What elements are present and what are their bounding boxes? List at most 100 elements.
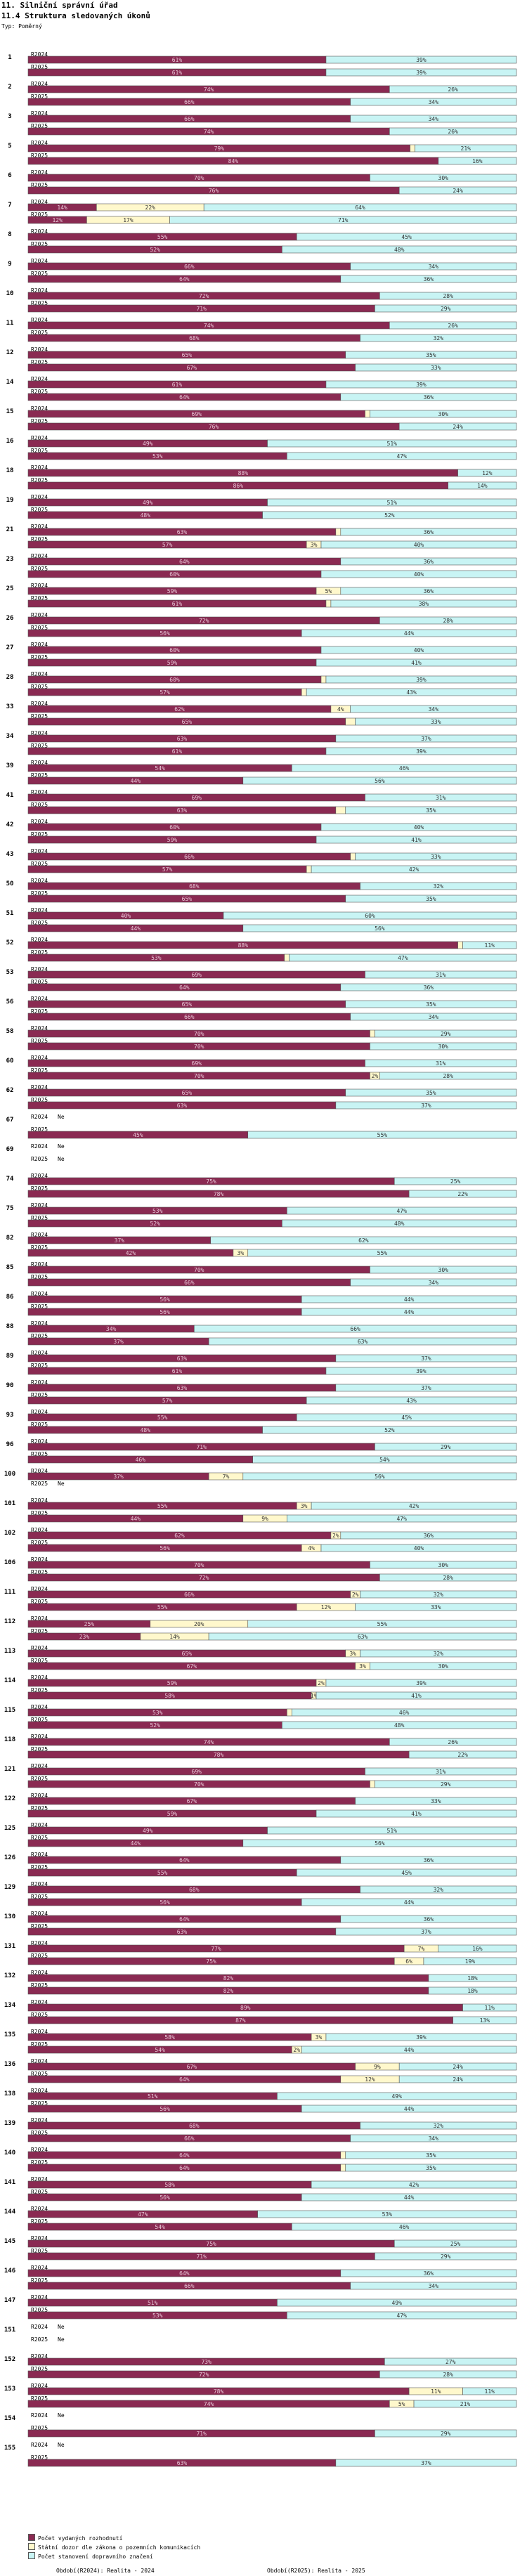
data-label-decisions: 37%	[113, 1474, 124, 1480]
row-period-label: R2024	[31, 110, 48, 117]
data-label-signs: 32%	[434, 1887, 444, 1893]
row-period-label: R2025	[31, 1392, 48, 1398]
data-label-decisions: 64%	[179, 2152, 190, 2159]
bar-segment-signs	[428, 1974, 517, 1982]
data-label-signs: 32%	[434, 1592, 444, 1598]
row-period-label: R2025	[31, 1333, 48, 1339]
legend-item-decisions: Počet vydaných rozhodnutí	[28, 2534, 122, 2542]
data-label-signs: 28%	[443, 293, 453, 299]
data-label-supervision: 3%	[315, 2034, 323, 2041]
data-label-decisions: 57%	[160, 689, 170, 696]
row-period-label: R2024	[31, 937, 48, 943]
bar-segment-signs	[325, 747, 517, 755]
data-label-signs: 28%	[443, 618, 453, 624]
data-label-decisions: 67%	[187, 1663, 197, 1670]
bar-segment-supervision	[370, 1029, 375, 1038]
row-period-label: R2025	[31, 1038, 48, 1044]
bar-segment-signs	[389, 1738, 517, 1746]
legend-label-traffic-signs: Počet stanovení dopravního značení	[38, 2554, 153, 2560]
row-period-label: R2024	[31, 1881, 48, 1887]
data-label-signs: 30%	[438, 175, 449, 181]
row-period-label: R2024	[31, 878, 48, 884]
row-period-label: R2024	[31, 907, 48, 913]
group-id-label: 33	[6, 703, 14, 710]
bar-segment-signs	[296, 233, 517, 241]
bar-segment-signs	[355, 1603, 517, 1611]
data-label-decisions: 65%	[182, 719, 193, 725]
data-label-decisions: 72%	[199, 293, 209, 299]
group-id-label: 131	[4, 1943, 15, 1950]
data-label-signs: 55%	[377, 1621, 388, 1627]
bar-segment-signs	[335, 1384, 517, 1392]
bar-segment-signs	[340, 1915, 517, 1923]
group-id-label: 60	[6, 1058, 14, 1065]
row-period-label: R2024	[31, 2294, 48, 2301]
data-label-signs: 44%	[404, 630, 415, 637]
legend-item-traffic-signs: Počet stanovení dopravního značení	[28, 2552, 153, 2560]
bar-segment-signs	[291, 1708, 517, 1717]
bar-segment-signs	[340, 557, 517, 566]
data-label-decisions: 86%	[233, 483, 244, 489]
data-label-signs: 34%	[429, 706, 439, 713]
group-id-label: 100	[4, 1471, 15, 1478]
data-label-decisions: 76%	[209, 188, 219, 194]
row-period-label: R2024	[31, 405, 48, 412]
row-period-label: R2025	[31, 1244, 48, 1251]
bar-segment-signs	[415, 144, 517, 152]
row-period-label: R2024	[31, 730, 48, 736]
bar-segment-supervision	[410, 144, 415, 152]
row-period-label: R2025	[31, 1510, 48, 1516]
bar-segment-signs	[379, 616, 517, 625]
data-label-signs: 21%	[461, 145, 471, 152]
footer-period-2025: Období(R2025): Realita - 2025	[267, 2568, 365, 2574]
row-period-label: R2024	[31, 228, 48, 235]
bar-segment-signs	[340, 2269, 517, 2277]
row-period-label: R2024	[31, 1527, 48, 1533]
row-period-label: R2025	[31, 1185, 48, 1192]
data-label-decisions: 89%	[240, 2005, 251, 2011]
data-label-signs: 18%	[467, 1988, 478, 1994]
bar-segment-signs	[277, 2092, 517, 2100]
row-period-label: R2025	[31, 182, 48, 188]
data-label-decisions: 59%	[167, 837, 178, 843]
data-label-supervision: 12%	[321, 1604, 332, 1611]
row-period-label: R2024	[31, 1822, 48, 1828]
data-label-signs: 26%	[448, 323, 458, 329]
data-label-signs: 39%	[416, 1368, 427, 1374]
row-period-label: R2025	[31, 1894, 48, 1900]
group-id-label: 7	[8, 202, 11, 209]
row-period-label: R2025	[31, 1569, 48, 1575]
row-period-label: R2024	[31, 2117, 48, 2123]
row-period-label: R2024	[31, 1025, 48, 1032]
data-label-signs: 39%	[416, 677, 427, 683]
group-id-label: 102	[4, 1530, 15, 1537]
data-label-signs: 51%	[387, 1828, 398, 1834]
data-label-decisions: 54%	[155, 765, 165, 772]
bar-segment-signs	[360, 2121, 517, 2130]
bar-segment-signs	[335, 1927, 517, 1936]
data-label-signs: 36%	[424, 276, 434, 282]
bar-segment-signs	[408, 1190, 517, 1198]
data-label-signs: 40%	[414, 647, 424, 653]
bar-segment-signs	[398, 2075, 517, 2083]
data-label-decisions: 71%	[196, 1444, 207, 1450]
data-label-signs: 46%	[399, 765, 410, 772]
data-label-signs: 48%	[394, 247, 405, 253]
row-period-label: R2025	[31, 1628, 48, 1634]
data-label-decisions: 62%	[174, 1533, 185, 1539]
bar-segment-signs	[350, 2134, 517, 2142]
data-label-supervision: 17%	[123, 217, 134, 223]
bar-segment-signs	[345, 2164, 517, 2172]
group-id-label: 11	[6, 320, 14, 327]
group-id-label: 5	[8, 143, 11, 150]
data-label-signs: 45%	[401, 1414, 412, 1421]
row-period-label: R2025	[31, 890, 48, 897]
bar-segment-signs	[252, 1455, 517, 1464]
data-label-decisions: 78%	[214, 2388, 224, 2395]
row-period-label: R2025	[31, 1274, 48, 1280]
data-label-signs: 39%	[416, 1680, 427, 1686]
row-period-label: R2025	[31, 2307, 48, 2313]
row-period-label: R2025	[31, 152, 48, 159]
data-label-signs: 13%	[480, 2017, 490, 2024]
data-label-decisions: 65%	[182, 1090, 193, 1096]
